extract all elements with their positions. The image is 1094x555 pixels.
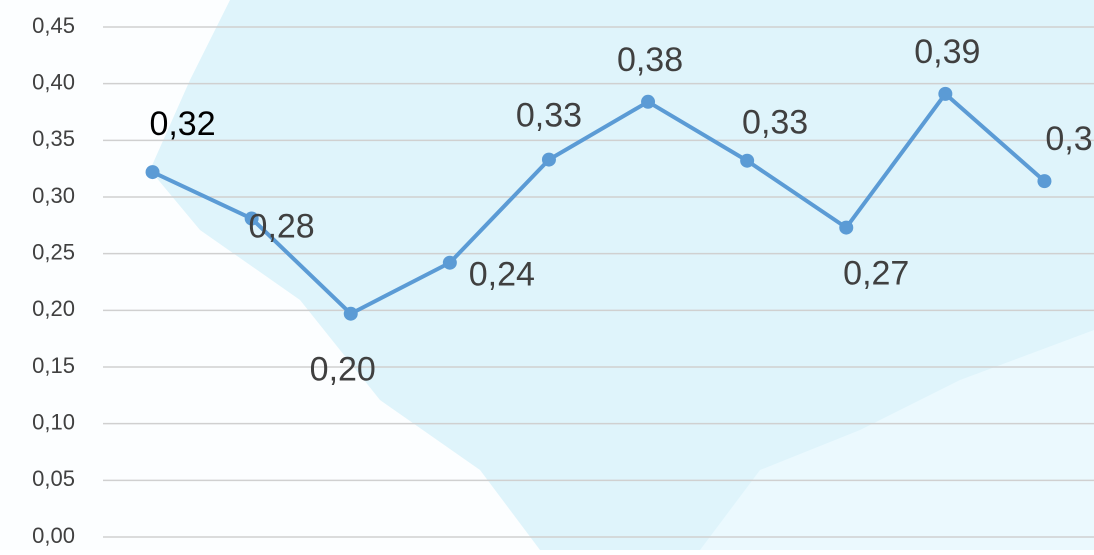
data-label: 0,39 xyxy=(914,33,980,71)
map-land xyxy=(700,330,1094,550)
point xyxy=(541,152,556,167)
y-tick-label: 0,15 xyxy=(32,353,75,378)
y-tick-label: 0,30 xyxy=(32,183,75,208)
point xyxy=(740,153,755,168)
data-label: 0,31 xyxy=(1045,120,1094,158)
y-tick-label: 0,35 xyxy=(32,126,75,151)
map-land xyxy=(0,0,540,550)
data-label: 0,24 xyxy=(469,256,535,294)
point xyxy=(244,211,259,226)
y-tick-label: 0,00 xyxy=(32,523,75,548)
data-label: 0,32 xyxy=(149,105,215,143)
y-tick-label: 0,05 xyxy=(32,466,75,491)
point xyxy=(343,306,358,321)
data-label: 0,20 xyxy=(310,351,376,389)
y-tick-label: 0,45 xyxy=(32,13,75,38)
data-label: 0,28 xyxy=(249,208,315,246)
data-label: 0,38 xyxy=(617,41,683,79)
point xyxy=(641,94,656,109)
y-tick-label: 0,10 xyxy=(32,409,75,434)
data-label: 0,27 xyxy=(843,255,909,293)
y-tick-label: 0,40 xyxy=(32,69,75,94)
point xyxy=(1037,174,1052,189)
y-tick-label: 0,25 xyxy=(32,239,75,264)
y-tick-label: 0,20 xyxy=(32,296,75,321)
data-label: 0,33 xyxy=(516,97,582,135)
point xyxy=(145,165,160,180)
point xyxy=(839,220,854,235)
line xyxy=(151,91,1046,316)
point xyxy=(442,255,457,270)
data-label: 0,33 xyxy=(742,104,808,142)
point xyxy=(938,86,953,101)
